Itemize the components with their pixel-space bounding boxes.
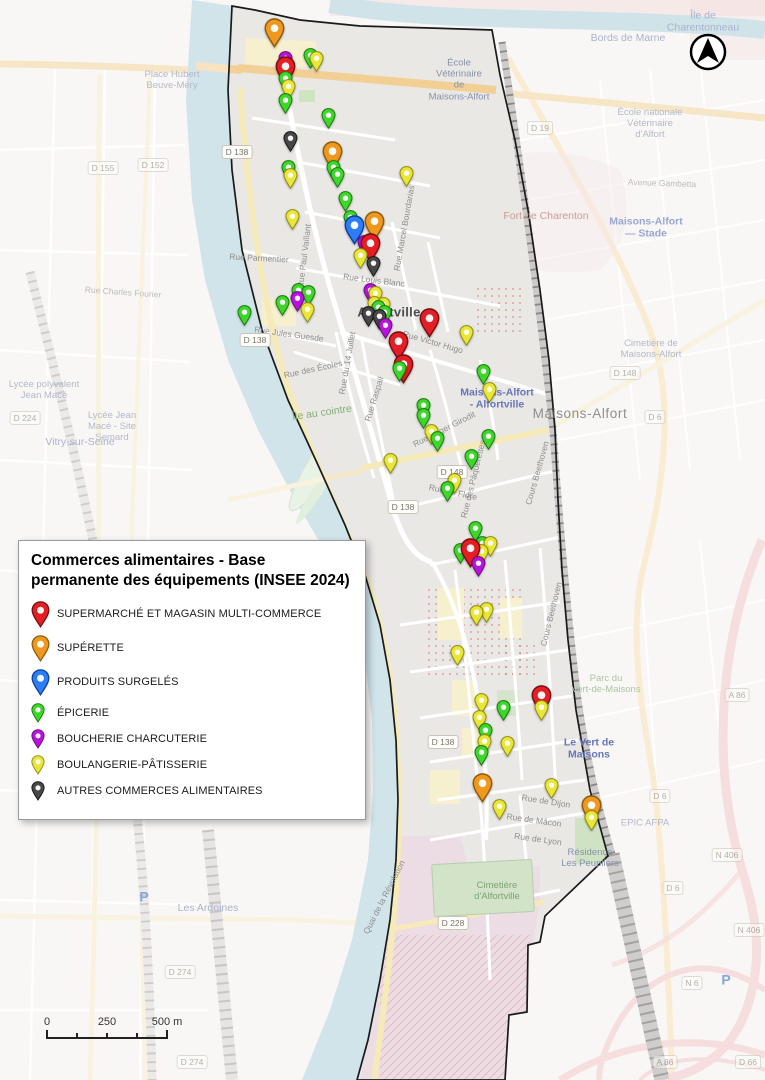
legend-item-label: AUTRES COMMERCES ALIMENTAIRES: [57, 784, 263, 797]
map-pin-boulangerie[interactable]: [353, 248, 368, 269]
map-pin-surgele[interactable]: [344, 215, 365, 245]
boucherie-pin-icon: [31, 728, 57, 749]
legend-item: PRODUITS SURGELÉS: [31, 668, 353, 696]
legend-item-label: SUPÉRETTE: [57, 642, 124, 655]
legend-item: BOULANGERIE-PÂTISSERIE: [31, 754, 353, 775]
map-pin-epicerie[interactable]: [321, 108, 336, 129]
map-pin-epicerie[interactable]: [338, 191, 353, 212]
legend-items: SUPERMARCHÉ ET MAGASIN MULTI-COMMERCE SUP…: [31, 600, 353, 801]
map-pin-epicerie[interactable]: [481, 429, 496, 450]
legend-item: SUPERMARCHÉ ET MAGASIN MULTI-COMMERCE: [31, 600, 353, 628]
legend-item-label: BOUCHERIE CHARCUTERIE: [57, 732, 208, 745]
map-pin-boulangerie[interactable]: [534, 700, 549, 721]
map-pin-boulangerie[interactable]: [283, 168, 298, 189]
map-pin-epicerie[interactable]: [440, 481, 455, 502]
map-pin-boulangerie[interactable]: [500, 736, 515, 757]
legend-item-label: BOULANGERIE-PÂTISSERIE: [57, 758, 208, 771]
map-pin-supermarche[interactable]: [460, 538, 481, 568]
map-pin-epicerie[interactable]: [392, 361, 407, 382]
map-pin-epicerie[interactable]: [278, 93, 293, 114]
bridge-north: [195, 62, 243, 74]
map-pin-epicerie[interactable]: [275, 295, 290, 316]
legend: Commerces alimentaires - Base permanente…: [18, 540, 366, 820]
map-pin-boulangerie[interactable]: [285, 209, 300, 230]
map-pin-boulangerie[interactable]: [447, 473, 462, 494]
map-pin-boulangerie[interactable]: [482, 382, 497, 403]
map-pin-boulangerie[interactable]: [469, 605, 484, 626]
map-pin-boulangerie[interactable]: [492, 799, 507, 820]
legend-item: SUPÉRETTE: [31, 634, 353, 662]
map-pin-boulangerie[interactable]: [483, 536, 498, 557]
map-pin-autres[interactable]: [372, 309, 387, 330]
map-pin-epicerie[interactable]: [330, 167, 345, 188]
map-pin-boulangerie[interactable]: [399, 166, 414, 187]
legend-item: AUTRES COMMERCES ALIMENTAIRES: [31, 780, 353, 801]
map-pin-boulangerie[interactable]: [309, 51, 324, 72]
map-pin-supermarche[interactable]: [419, 308, 440, 338]
map-pin-boucherie[interactable]: [290, 291, 305, 312]
seine-river: [186, 0, 398, 1080]
map-pin-boulangerie[interactable]: [584, 810, 599, 831]
map-pin-epicerie[interactable]: [496, 700, 511, 721]
bridge-d148: [227, 467, 366, 503]
scale-bar: 0 250 500 m: [44, 1016, 183, 1039]
map-pin-boulangerie[interactable]: [383, 453, 398, 474]
map-pin-epicerie[interactable]: [416, 408, 431, 429]
legend-title: Commerces alimentaires - Base permanente…: [31, 552, 350, 589]
epicerie-pin-icon: [31, 702, 57, 723]
scale-label-500: 500 m: [152, 1016, 183, 1028]
scale-label-250: 250: [98, 1016, 116, 1028]
north-arrow-icon: [689, 33, 727, 71]
surgele-pin-icon: [31, 668, 57, 696]
map-pin-epicerie[interactable]: [237, 305, 252, 326]
legend-item: BOUCHERIE CHARCUTERIE: [31, 728, 353, 749]
map-pin-boucherie[interactable]: [378, 318, 393, 339]
map-pin-superette[interactable]: [472, 773, 493, 803]
map-pin-boulangerie[interactable]: [450, 645, 465, 666]
map-pin-epicerie[interactable]: [476, 364, 491, 385]
legend-item-label: ÉPICERIE: [57, 706, 110, 719]
marne-river: [328, 0, 765, 39]
map-pin-autres[interactable]: [366, 256, 381, 277]
map-pin-epicerie[interactable]: [430, 431, 445, 452]
legend-item: ÉPICERIE: [31, 702, 353, 723]
map-pin-autres[interactable]: [283, 131, 298, 152]
map-pin-epicerie[interactable]: [464, 449, 479, 470]
legend-item-label: SUPERMARCHÉ ET MAGASIN MULTI-COMMERCE: [57, 608, 322, 621]
autres-pin-icon: [31, 780, 57, 801]
map-pin-boulangerie[interactable]: [424, 424, 439, 445]
boulangerie-pin-icon: [31, 754, 57, 775]
map-pin-boulangerie[interactable]: [544, 778, 559, 799]
map-pin-boulangerie[interactable]: [300, 302, 315, 323]
scale-label-0: 0: [44, 1016, 50, 1028]
scale-bar-line: [46, 1030, 168, 1039]
map-pin-epicerie[interactable]: [474, 745, 489, 766]
legend-item-label: PRODUITS SURGELÉS: [57, 676, 179, 689]
map-pin-boucherie[interactable]: [471, 556, 486, 577]
map-pin-boulangerie[interactable]: [479, 602, 494, 623]
superette-pin-icon: [31, 634, 57, 662]
supermarche-pin-icon: [31, 600, 57, 628]
commune-boundary: [227, 4, 609, 1080]
map-pin-epicerie[interactable]: [468, 521, 483, 542]
map-pin-superette[interactable]: [264, 18, 285, 48]
map-pin-boulangerie[interactable]: [459, 325, 474, 346]
map-pin-autres[interactable]: [361, 306, 376, 327]
